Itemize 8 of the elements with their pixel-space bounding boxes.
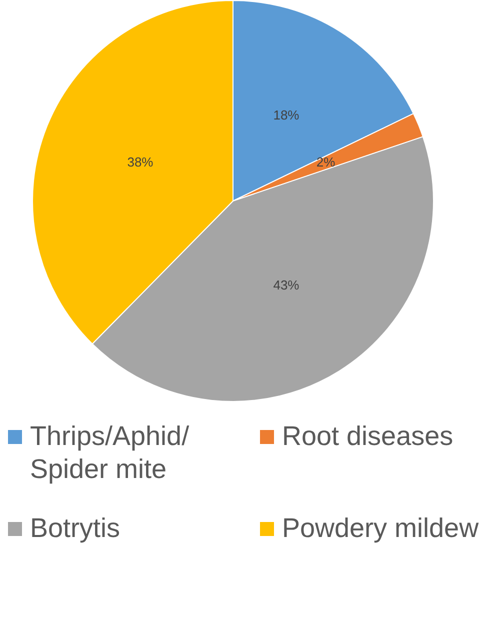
data-label: 43% (273, 278, 300, 293)
data-label: 18% (273, 108, 300, 123)
legend-label: Botrytis (30, 512, 120, 545)
legend-label: Thrips/Aphid/ Spider mite (30, 420, 190, 486)
legend-label: Root diseases (282, 420, 454, 453)
data-label: 38% (127, 154, 154, 170)
legend-label: Powdery mildew (282, 512, 479, 545)
data-label: 2% (316, 154, 336, 170)
